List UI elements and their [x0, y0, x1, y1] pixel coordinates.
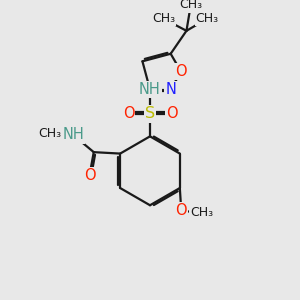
Text: CH₃: CH₃ — [38, 127, 62, 140]
Text: O: O — [84, 168, 95, 183]
Text: NH: NH — [139, 82, 161, 97]
Text: CH₃: CH₃ — [179, 0, 202, 11]
Text: CH₃: CH₃ — [190, 206, 214, 219]
Text: O: O — [123, 106, 134, 122]
Text: O: O — [176, 203, 187, 218]
Text: S: S — [145, 106, 155, 122]
Text: NH: NH — [62, 128, 84, 142]
Text: CH₃: CH₃ — [152, 12, 175, 25]
Text: O: O — [166, 106, 177, 122]
Text: N: N — [165, 82, 176, 97]
Text: CH₃: CH₃ — [196, 12, 219, 25]
Text: O: O — [175, 64, 187, 79]
